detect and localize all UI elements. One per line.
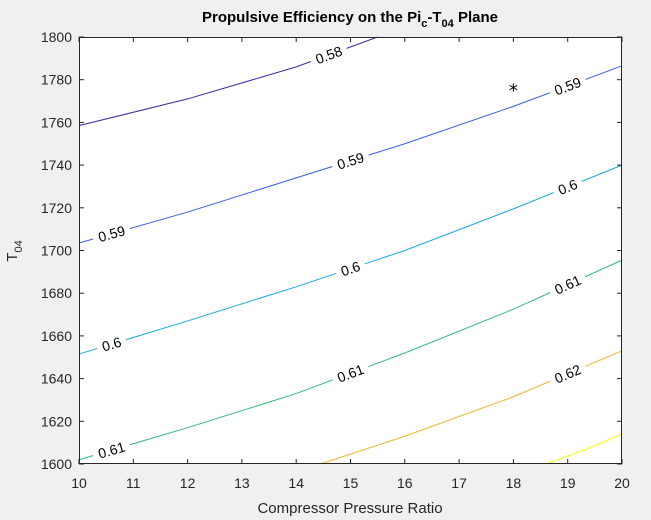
y-tick-label: 1800 <box>41 29 72 45</box>
contour-label-text: 0.6 <box>100 334 123 355</box>
operating-point-marker: * <box>509 80 518 101</box>
x-tick-label: 14 <box>288 475 304 491</box>
contour-label-3-0: 0.61 <box>90 436 133 465</box>
x-tick-label: 20 <box>614 475 630 491</box>
y-tick-label: 1740 <box>41 157 72 173</box>
contour-label-text: 0.6 <box>556 176 580 198</box>
y-tick-label: 1720 <box>41 200 72 216</box>
contour-label-2-0: 0.6 <box>94 331 129 358</box>
x-tick-label: 13 <box>234 475 250 491</box>
y-tick-label: 1600 <box>41 456 72 472</box>
y-tick-label: 1700 <box>41 243 72 259</box>
x-axis-label: Compressor Pressure Ratio <box>257 500 442 517</box>
contour-labels: 0.580.590.590.590.60.60.60.610.610.610.6… <box>90 39 589 465</box>
y-tick-label: 1640 <box>41 371 72 387</box>
contour-label-text: 0.61 <box>96 439 127 462</box>
svg-text:T04: T04 <box>4 240 25 261</box>
x-tick-label: 10 <box>71 475 87 491</box>
contour-label-1-1: 0.59 <box>329 146 372 176</box>
contour-label-2-2: 0.6 <box>550 173 585 201</box>
axes: 10 11 12 13 14 15 16 17 18 19 20 1600 1620 1640 1660 16… <box>41 29 630 491</box>
contour-label-2-1: 0.6 <box>333 255 368 282</box>
x-tick-label: 16 <box>397 475 413 491</box>
x-tick-label: 17 <box>451 475 467 491</box>
x-tick-label: 11 <box>126 475 141 491</box>
y-tick-label: 1680 <box>41 285 72 301</box>
contour-label-text: 0.59 <box>335 149 366 173</box>
contour-label-1-0: 0.59 <box>90 219 133 248</box>
y-tick-label: 1760 <box>41 114 72 130</box>
y-tick-label: 1620 <box>41 413 72 429</box>
y-axis-label: T04 <box>4 240 25 261</box>
y-tick-label: 1780 <box>41 72 72 88</box>
x-tick-label: 12 <box>180 475 196 491</box>
contour-label-text: 0.6 <box>339 258 363 279</box>
contour-label-text: 0.59 <box>96 222 127 245</box>
y-tick-label: 1660 <box>41 328 72 344</box>
plot-area <box>79 37 622 464</box>
contour-line-5 <box>545 433 623 465</box>
x-tick-label: 18 <box>506 475 522 491</box>
x-tick-label: 19 <box>560 475 576 491</box>
contour-label-3-2: 0.61 <box>546 268 589 301</box>
chart-title: Propulsive Efficiency on the Pic-T04 Pla… <box>202 9 498 30</box>
x-tick-label: 15 <box>343 475 359 491</box>
